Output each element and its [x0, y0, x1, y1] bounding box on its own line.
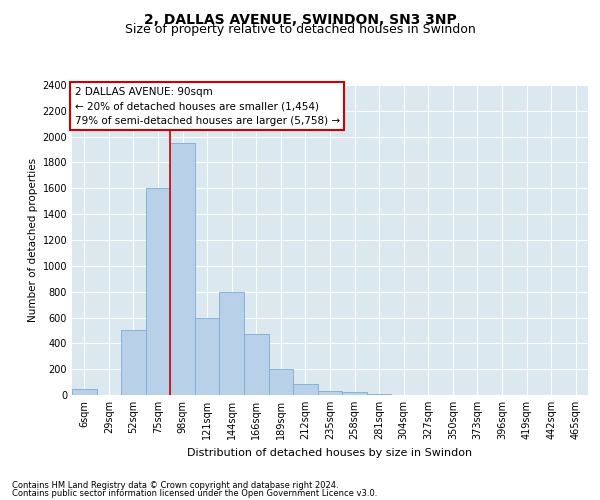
Bar: [146, 188, 170, 395]
Bar: [170, 143, 195, 395]
Text: 2 DALLAS AVENUE: 90sqm
← 20% of detached houses are smaller (1,454)
79% of semi-: 2 DALLAS AVENUE: 90sqm ← 20% of detached…: [74, 86, 340, 126]
Text: 2, DALLAS AVENUE, SWINDON, SN3 3NP: 2, DALLAS AVENUE, SWINDON, SN3 3NP: [143, 12, 457, 26]
Bar: [244, 334, 269, 395]
Bar: [367, 394, 391, 395]
Bar: [220, 292, 244, 395]
Bar: [269, 369, 293, 395]
Y-axis label: Number of detached properties: Number of detached properties: [28, 158, 38, 322]
Bar: [293, 384, 318, 395]
Text: Contains HM Land Registry data © Crown copyright and database right 2024.: Contains HM Land Registry data © Crown c…: [12, 480, 338, 490]
Bar: [195, 318, 220, 395]
Bar: [72, 388, 97, 395]
Bar: [318, 391, 342, 395]
Text: Contains public sector information licensed under the Open Government Licence v3: Contains public sector information licen…: [12, 489, 377, 498]
Bar: [342, 392, 367, 395]
Text: Size of property relative to detached houses in Swindon: Size of property relative to detached ho…: [125, 22, 475, 36]
Bar: [121, 330, 146, 395]
X-axis label: Distribution of detached houses by size in Swindon: Distribution of detached houses by size …: [187, 448, 473, 458]
